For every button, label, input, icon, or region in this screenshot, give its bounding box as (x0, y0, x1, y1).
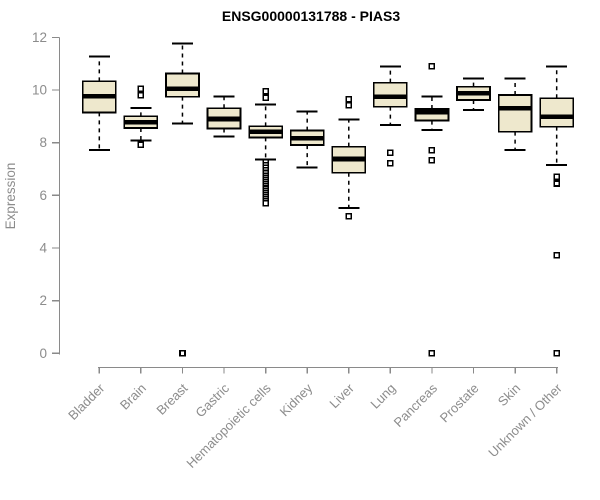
boxplot-hematopoietic-cells (248, 88, 283, 207)
boxplot-pancreas (414, 63, 450, 357)
boxplot-lung (373, 65, 408, 167)
outlier-point (428, 349, 436, 357)
median-line (82, 94, 116, 99)
y-tick-label-4: 4 (39, 241, 47, 256)
outlier-point (553, 173, 560, 181)
median-line (457, 90, 491, 96)
iqr-box (414, 108, 450, 122)
y-tick-label-10: 10 (32, 83, 47, 98)
boxplot-bladder (81, 55, 117, 151)
median-line (207, 116, 241, 122)
median-line (332, 156, 366, 162)
outlier-point (345, 95, 353, 103)
y-tick-label-2: 2 (39, 293, 47, 308)
y-tick-label-0: 0 (39, 346, 47, 361)
outlier-point (428, 63, 436, 70)
median-line (249, 129, 283, 134)
outlier-point (387, 149, 394, 157)
boxplot-kidney (289, 110, 325, 169)
boxplot-gastric (206, 95, 242, 138)
x-axis-label-liver: Liver (326, 380, 357, 411)
outlier-point (137, 141, 145, 149)
median-line (165, 86, 199, 92)
outlier-point (553, 251, 560, 259)
outlier-point (387, 159, 394, 167)
outlier-point (553, 180, 560, 187)
y-tick-label-8: 8 (39, 135, 47, 150)
iqr-box (539, 97, 575, 128)
outlier-point (428, 156, 436, 164)
iqr-box (165, 72, 200, 98)
iqr-box (497, 94, 533, 133)
x-axis-label-skin: Skin (495, 381, 523, 409)
x-axis-label-gastric: Gastric (192, 380, 232, 420)
x-axis-label-brain: Brain (117, 381, 149, 413)
outlier-point (345, 102, 353, 109)
outlier-point (262, 94, 269, 102)
median-line (540, 114, 574, 119)
outlier-point (137, 92, 145, 99)
boxplot-brain (123, 85, 159, 149)
outlier-point (428, 146, 436, 154)
y-axis-title: Expression (3, 163, 18, 230)
x-axis-label-breast: Breast (153, 380, 190, 417)
y-tick-label-6: 6 (39, 188, 47, 203)
x-axis-label-bladder: Bladder (65, 380, 108, 423)
outlier-point (262, 199, 269, 207)
x-axis-label-pancreas: Pancreas (391, 380, 441, 430)
median-line (373, 94, 407, 99)
boxplot-series-group (81, 42, 575, 357)
boxplot-unknown-other (539, 65, 575, 357)
median-line (498, 105, 532, 111)
outlier-point (345, 213, 353, 220)
chart-title: ENSG00000131788 - PIAS3 (222, 8, 400, 24)
x-axis-label-lung: Lung (367, 381, 398, 412)
boxplot-liver (331, 95, 367, 220)
x-axis-label-kidney: Kidney (277, 380, 316, 419)
x-axis-label-prostate: Prostate (437, 381, 482, 426)
median-line (124, 120, 158, 125)
x-axis-label-unknown-other: Unknown / Other (485, 380, 565, 460)
outlier-point (553, 349, 560, 357)
outlier-point (137, 85, 145, 93)
boxplot-prostate (456, 77, 491, 112)
boxplot-skin (497, 77, 533, 152)
outlier-point (179, 349, 186, 357)
boxplot-breast (165, 42, 200, 357)
median-line (290, 135, 324, 141)
y-tick-label-12: 12 (32, 30, 47, 45)
axes-group: 0 2 4 6 8 10 12 (32, 30, 559, 369)
outlier-point (262, 88, 269, 95)
median-line (415, 110, 449, 115)
